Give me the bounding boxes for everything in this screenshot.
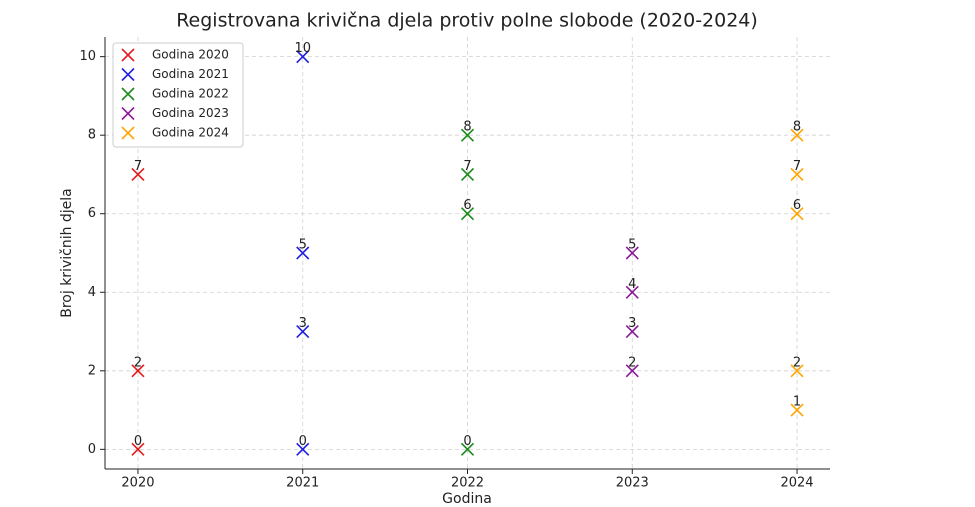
- data-label: 4: [628, 277, 636, 292]
- y-axis-label: Broj krivičnih djela: [59, 188, 75, 318]
- point: [131, 442, 145, 456]
- point: [460, 128, 475, 142]
- point: [460, 167, 475, 182]
- point: [296, 324, 310, 339]
- y-tick-label: 8: [88, 128, 96, 143]
- data-label: 0: [299, 434, 307, 449]
- data-label: 7: [463, 159, 471, 174]
- data-label: 0: [463, 434, 471, 449]
- legend-marker: [121, 87, 135, 101]
- point: [296, 50, 310, 64]
- legend-marker: [121, 126, 135, 140]
- point: [790, 128, 804, 142]
- data-label: 2: [134, 355, 142, 370]
- legend-marker: [121, 48, 135, 62]
- y-tick-label: 2: [88, 363, 96, 378]
- legend-marker: [121, 106, 135, 121]
- point: [131, 167, 145, 182]
- point: [790, 207, 804, 221]
- legend-label: Godina 2020: [152, 48, 229, 62]
- data-label: 10: [294, 41, 311, 56]
- x-axis-label: Godina: [442, 491, 492, 507]
- data-label: 0: [134, 434, 142, 449]
- legend-label: Godina 2024: [152, 126, 229, 140]
- point: [296, 442, 310, 456]
- data-label: 6: [463, 198, 471, 213]
- y-tick-label: 4: [88, 285, 96, 300]
- point: [296, 246, 310, 260]
- legend-label: Godina 2023: [152, 106, 229, 120]
- data-label: 8: [463, 120, 471, 135]
- data-label: 7: [793, 159, 801, 174]
- data-label: 8: [793, 120, 801, 135]
- point: [460, 207, 475, 221]
- point: [790, 364, 804, 378]
- x-tick-label: 2023: [616, 476, 649, 491]
- point: [625, 285, 639, 299]
- point: [460, 442, 475, 456]
- x-tick-label: 2021: [286, 476, 319, 491]
- legend-label: Godina 2021: [152, 67, 229, 81]
- data-label: 3: [299, 316, 307, 331]
- y-tick-label: 10: [79, 49, 96, 64]
- chart-title: Registrovana krivična djela protiv polne…: [176, 10, 758, 32]
- point: [625, 246, 639, 260]
- legend-label: Godina 2022: [152, 87, 229, 101]
- point: [790, 403, 804, 417]
- x-tick-label: 2022: [451, 476, 484, 491]
- data-label: 3: [628, 316, 636, 331]
- data-label: 6: [793, 198, 801, 213]
- point: [790, 167, 804, 182]
- data-label: 5: [299, 238, 307, 253]
- point: [625, 364, 639, 378]
- x-tick-label: 2024: [780, 476, 813, 491]
- data-label: 7: [134, 159, 142, 174]
- point: [131, 364, 145, 378]
- data-label: 2: [628, 355, 636, 370]
- point: [625, 324, 639, 339]
- y-tick-label: 6: [88, 206, 96, 221]
- legend-box: [112, 42, 244, 148]
- data-label: 5: [628, 238, 636, 253]
- y-tick-label: 0: [88, 442, 96, 457]
- legend-marker: [121, 67, 135, 82]
- data-label: 1: [793, 395, 801, 410]
- x-tick-label: 2020: [121, 476, 154, 491]
- data-label: 2: [793, 355, 801, 370]
